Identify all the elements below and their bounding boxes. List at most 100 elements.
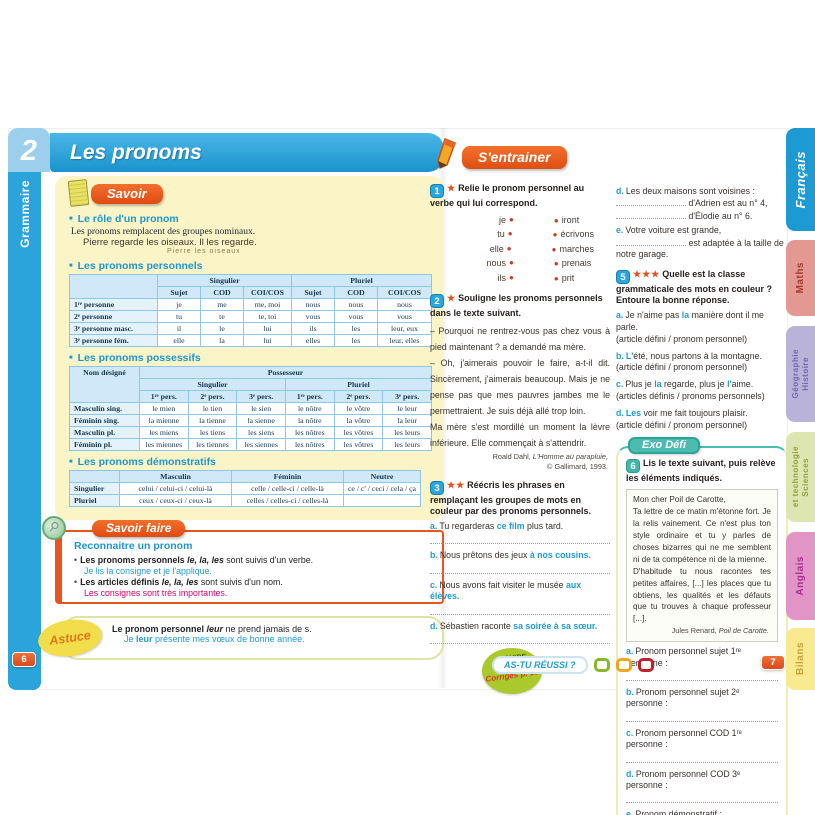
page-number-right: 7 [761, 655, 785, 670]
connect-dot[interactable]: ● [509, 258, 514, 268]
col-header: 3ᵉ pers. [236, 390, 286, 403]
table-cell: ce / c' / ceci / cela / ça [343, 482, 421, 495]
exercise-item-c[interactable]: c. Plus je la regarde, plus je l'aime. (ar… [616, 379, 765, 402]
answer-line[interactable] [626, 753, 778, 763]
exercise-number: 1 [430, 184, 444, 198]
self-check-red-box[interactable] [637, 658, 654, 672]
connect-dot[interactable]: ● [553, 215, 559, 225]
table-cell: les leurs [382, 426, 432, 439]
answer-blank[interactable] [616, 197, 686, 207]
match-row[interactable]: elle ● ● marches [434, 242, 594, 257]
pencil-icon [435, 137, 461, 174]
table-cell: 1ʳᵉ personne [69, 298, 158, 311]
exercise-2-text[interactable]: – Pourquoi ne rentrez-vous pas chez vous… [430, 325, 610, 448]
col-header: Sujet [291, 286, 335, 299]
exercise-item-c: c. Pronom personnel COD 1ʳᵉ personne : [626, 727, 742, 750]
exercise-item-c: c. Nous avons fait visiter le musée aux é… [430, 579, 582, 602]
exercise-item-a: a. Tu regarderas ce film plus tard. [430, 520, 564, 531]
tab-sciences-technologie[interactable]: et technologie Sciences [786, 432, 815, 522]
answer-blank[interactable] [616, 237, 686, 246]
tab-maths[interactable]: Maths [786, 240, 815, 316]
table-cell: les siens [236, 426, 286, 439]
personnels-table: Singulier Pluriel Sujet COD COI/COS Suje… [69, 274, 433, 347]
self-check-green-box[interactable] [593, 658, 610, 672]
answer-line[interactable] [430, 605, 610, 615]
sentrainer-badge: S'entrainer [437, 138, 567, 170]
table-cell: vous [333, 310, 378, 323]
table-cell: lui [242, 334, 293, 347]
answer-line[interactable] [430, 564, 610, 574]
tab-bilans[interactable]: Bilans [786, 628, 815, 690]
difficulty-stars: ★ [447, 183, 457, 193]
tab-anglais[interactable]: Anglais [786, 532, 815, 620]
exercise-number: 3 [430, 480, 444, 495]
table-row: 3ᵉ personne masc. il le lui ils les leur, eux [69, 322, 433, 335]
difficulty-stars: ★★ [447, 479, 466, 490]
table-cell: les [333, 322, 378, 335]
connect-dot[interactable]: ● [509, 214, 514, 224]
table-cell: Pluriel [69, 494, 120, 507]
connect-dot[interactable]: ● [552, 230, 558, 240]
table-cell: Masculin sing. [69, 402, 140, 415]
exercise-item-e: e. Votre voiture est grande, est adaptée … [616, 225, 784, 260]
answer-line[interactable] [626, 671, 778, 681]
answer-line[interactable] [626, 793, 778, 804]
table-cell: tu [157, 310, 201, 323]
connect-dot[interactable]: ● [509, 272, 514, 282]
savoir-panel: Savoir Le rôle d'un pronom Les pronoms r… [55, 176, 444, 520]
table-cell: le leur [382, 402, 432, 415]
connect-dot[interactable]: ● [553, 273, 559, 283]
rule-1-example: Je lis la consigne et je l'applique. [84, 565, 212, 576]
col-header: Sujet [157, 286, 201, 299]
answer-line[interactable] [626, 712, 778, 722]
table-cell: les siennes [236, 438, 286, 451]
match-row[interactable]: tu ● ● écrivons [434, 227, 594, 242]
table-row: Féminin pl. les miennes les tiennes les sie… [69, 438, 432, 451]
table-cell: 2ᵉ personne [69, 310, 158, 323]
tab-histoire-geographie[interactable]: Géographie Histoire [786, 326, 815, 422]
table-cell: le tien [187, 402, 238, 415]
answer-blank[interactable] [616, 210, 686, 219]
table-cell: te, toi [242, 310, 293, 323]
astuce-example: Je leur présente mes vœux de bonne année… [124, 634, 305, 644]
exercise-item-b[interactable]: b. L'été, nous partons à la montagne. (art… [616, 350, 762, 373]
connect-dot[interactable]: ● [553, 259, 559, 269]
exercise-item-a[interactable]: a. Je n'aime pas la manière dont il me pa… [616, 309, 764, 344]
answer-line[interactable] [430, 534, 610, 545]
match-row[interactable]: ils ● ● prit [434, 271, 594, 286]
self-check-orange-box[interactable] [615, 658, 632, 672]
col-header: 1ʳᵉ pers. [139, 390, 189, 403]
connect-dot[interactable]: ● [506, 243, 512, 253]
strip-label: Grammaire [17, 180, 32, 248]
col-header: Masculin [119, 470, 232, 483]
match-row[interactable]: nous ● ● prenais [434, 256, 594, 271]
text-attribution: Jules Renard, Poil de Carotte. [671, 626, 769, 636]
table-row: 2ᵉ personne tu te te, toi vous vous vous [69, 310, 433, 323]
exercise-item-b: b. Pronom personnel sujet 2ᵉ personne : [626, 686, 740, 709]
role-example-refs: Pierre les oiseaux [167, 248, 241, 255]
table-cell: Singulier [69, 482, 120, 495]
difficulty-stars: ★★ [447, 652, 465, 653]
table-cell: le mien [139, 402, 189, 415]
savoir-badge-row: Savoir [67, 179, 432, 208]
table-cell: le [199, 322, 244, 335]
match-row[interactable]: je ● ● iront [434, 213, 594, 228]
table-cell: les nôtres [284, 438, 335, 451]
savoir-faire-heading: Reconnaitre un pronom [74, 540, 193, 552]
table-cell: nous [333, 298, 378, 311]
answer-line[interactable] [430, 634, 610, 645]
exercise-item-e: e. Pronom démonstratif : [626, 809, 722, 815]
table-cell: les vôtres [333, 438, 384, 451]
group-header: Pluriel [291, 274, 432, 287]
tab-francais[interactable]: Français [786, 128, 815, 231]
exercise-item-d[interactable]: d. Les voir me fait toujours plaisir. (art… [616, 408, 748, 430]
possessifs-heading: Les pronoms possessifs [69, 352, 432, 364]
exercise-3: 3 ★★ Réécris les phrases en remplaçant les… [430, 479, 610, 645]
connect-dot[interactable]: ● [551, 244, 557, 254]
table-cell: la nôtre [284, 414, 335, 427]
group-header: Singulier [157, 274, 292, 287]
connect-dot[interactable]: ● [507, 229, 513, 239]
exercise-number: 5 [616, 269, 630, 284]
exercise-item-d: d. Sébastien raconte sa soirée à sa sœur. [430, 620, 598, 631]
